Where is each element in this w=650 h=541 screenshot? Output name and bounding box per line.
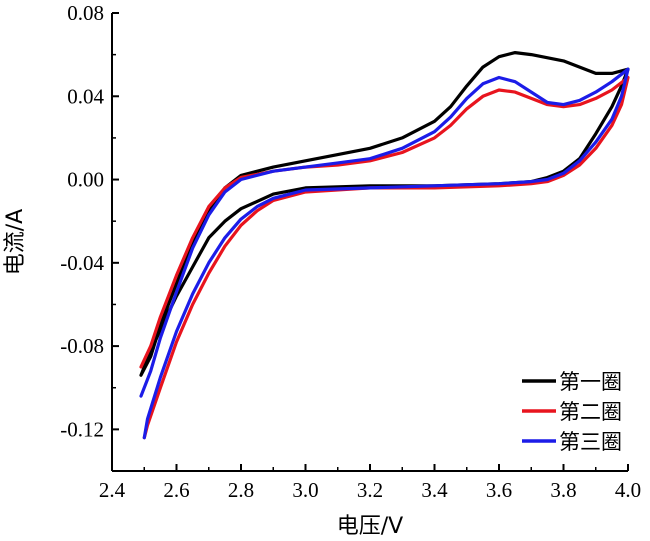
legend-label-2: 第二圈 [559, 400, 622, 424]
x-axis-ticks: 2.4 2.6 2.8 3.0 3.2 3.4 3.6 3.8 4.0 [99, 464, 641, 502]
x-tick-label: 3.0 [292, 478, 318, 502]
x-tick-label: 3.6 [486, 478, 512, 502]
x-tick-label: 2.8 [228, 478, 254, 502]
x-tick-label: 3.8 [550, 478, 576, 502]
y-axis-ticks: 0.08 0.04 0.00 -0.04 -0.08 -0.12 [60, 1, 119, 472]
y-tick-label: -0.04 [60, 251, 104, 275]
x-axis-title: 电压/V [337, 514, 403, 539]
x-tick-label: 2.6 [163, 478, 189, 502]
y-tick-label: 0.04 [67, 84, 104, 108]
x-tick-label: 4.0 [615, 478, 641, 502]
legend-label-3: 第三圈 [559, 430, 622, 454]
series-line-1 [139, 51, 630, 377]
series-line-3 [139, 67, 630, 440]
y-tick-label: 0.08 [67, 1, 104, 25]
legend-label-1: 第一圈 [559, 370, 622, 394]
x-tick-label: 3.4 [421, 478, 448, 502]
x-tick-label: 3.2 [357, 478, 383, 502]
x-tick-label: 2.4 [99, 478, 126, 502]
y-axis-title: 电流/A [3, 209, 28, 275]
y-tick-label: 0.00 [67, 168, 104, 192]
y-tick-label: -0.12 [60, 417, 104, 441]
series-layer [139, 51, 630, 440]
y-tick-label: -0.08 [60, 334, 104, 358]
